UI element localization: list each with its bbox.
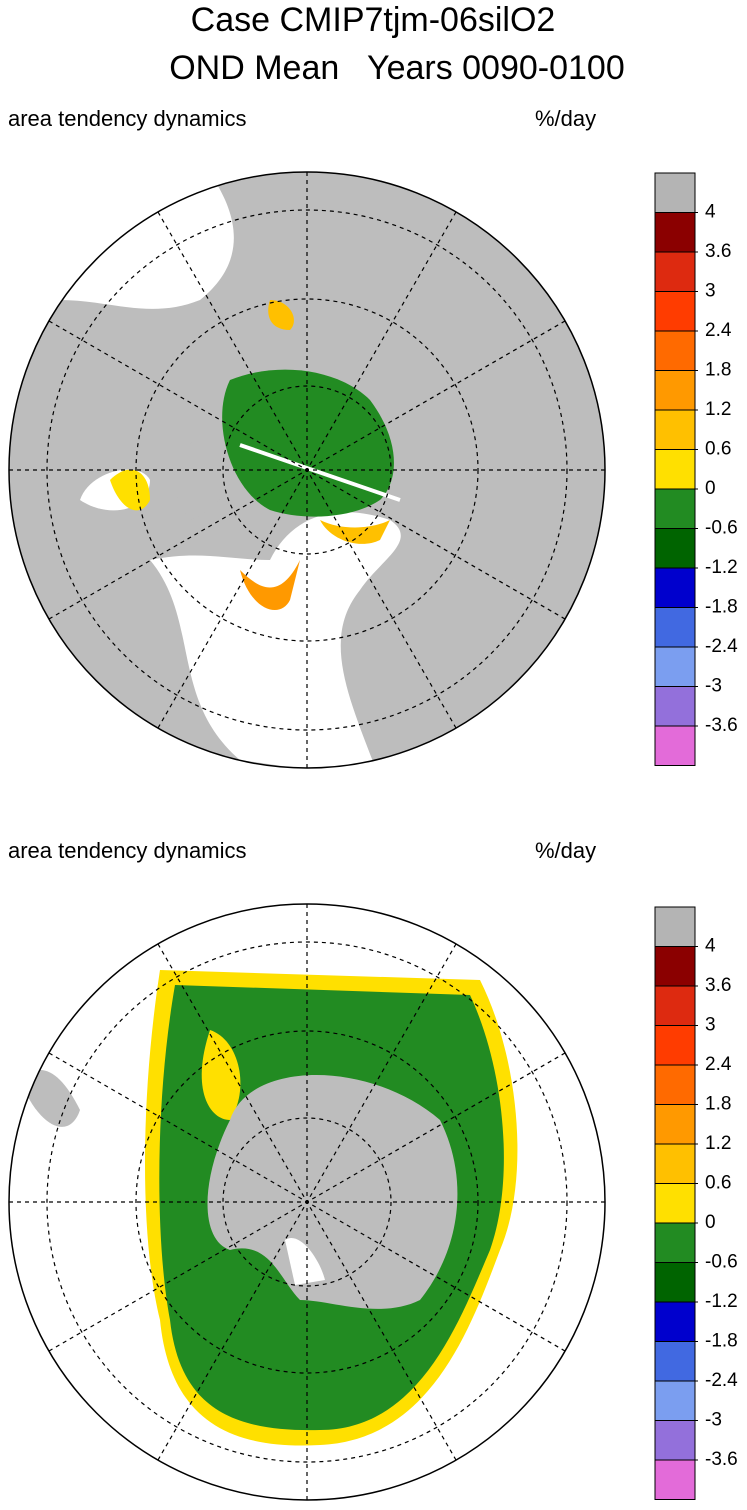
colorbar-label: -2.4	[705, 1370, 738, 1391]
colorbar-box	[654, 1064, 696, 1105]
colorbar-label: 3	[705, 1015, 716, 1036]
colorbar-box	[654, 449, 696, 490]
colorbar-box	[654, 251, 696, 292]
colorbar-box	[654, 686, 696, 727]
colorbar-box	[654, 528, 696, 569]
colorbar-label: 4	[705, 936, 716, 957]
title-line: OND Mean Years 0090-0100	[169, 49, 625, 87]
colorbar-label: 0	[705, 1212, 716, 1233]
colorbar-box	[654, 1183, 696, 1224]
colorbar-label: 0.6	[705, 439, 731, 460]
colorbar-label: 4	[705, 202, 716, 223]
colorbar-box	[654, 1143, 696, 1184]
colorbar-label: -3.6	[705, 1449, 738, 1470]
colorbar-box	[654, 488, 696, 529]
colorbar-label: 3.6	[705, 975, 731, 996]
colorbar-box	[654, 1380, 696, 1421]
panel-label: area tendency dynamics	[8, 106, 246, 131]
colorbar-box	[654, 409, 696, 450]
colorbar-box	[654, 1104, 696, 1145]
colorbar-box	[654, 370, 696, 411]
colorbar-box	[654, 330, 696, 371]
colorbar-label: -3	[705, 676, 722, 697]
colorbar-box	[654, 1459, 696, 1500]
colorbar-label: 1.8	[705, 1094, 731, 1115]
colorbar-label: 3	[705, 281, 716, 302]
colorbar-box	[654, 212, 696, 253]
colorbar-label: -3.6	[705, 715, 738, 736]
colorbar-label: 1.2	[705, 1133, 731, 1154]
north-map	[9, 172, 605, 768]
colorbar-box	[654, 725, 696, 766]
colorbar-label: -1.8	[705, 1331, 738, 1352]
colorbar-box	[654, 985, 696, 1026]
colorbar-box	[654, 291, 696, 332]
colorbar-label: -2.4	[705, 636, 738, 657]
colorbar-box	[654, 607, 696, 648]
colorbar-label: -0.6	[705, 518, 738, 539]
colorbar-label: -1.2	[705, 1291, 738, 1312]
colorbar-label: 0.6	[705, 1173, 731, 1194]
units-label: %/day	[535, 838, 596, 863]
colorbar-box	[654, 567, 696, 608]
colorbar-label: -0.6	[705, 1252, 738, 1273]
colorbar-box	[654, 1025, 696, 1066]
colorbar-label: -1.2	[705, 557, 738, 578]
colorbar-box	[654, 1301, 696, 1342]
colorbar-box	[654, 946, 696, 987]
colorbar-label: 0	[705, 478, 716, 499]
colorbar-box	[654, 906, 696, 947]
colorbar-box	[654, 172, 696, 213]
colorbar-box	[654, 1341, 696, 1382]
colorbar-box	[654, 1222, 696, 1263]
units-label: %/day	[535, 106, 596, 131]
colorbar-box	[654, 1420, 696, 1461]
colorbar-label: 1.2	[705, 399, 731, 420]
colorbar-label: -1.8	[705, 597, 738, 618]
colorbar-label: 1.8	[705, 360, 731, 381]
colorbar-label: 3.6	[705, 241, 731, 262]
south-map	[9, 904, 605, 1500]
colorbar-label: -3	[705, 1410, 722, 1431]
colorbar-label: 2.4	[705, 320, 732, 341]
colorbar-box	[654, 1262, 696, 1303]
panel-label: area tendency dynamics	[8, 838, 246, 863]
colorbar-box	[654, 646, 696, 687]
colorbar-label: 2.4	[705, 1054, 732, 1075]
title-line: Case CMIP7tjm-06silO2	[191, 1, 556, 39]
